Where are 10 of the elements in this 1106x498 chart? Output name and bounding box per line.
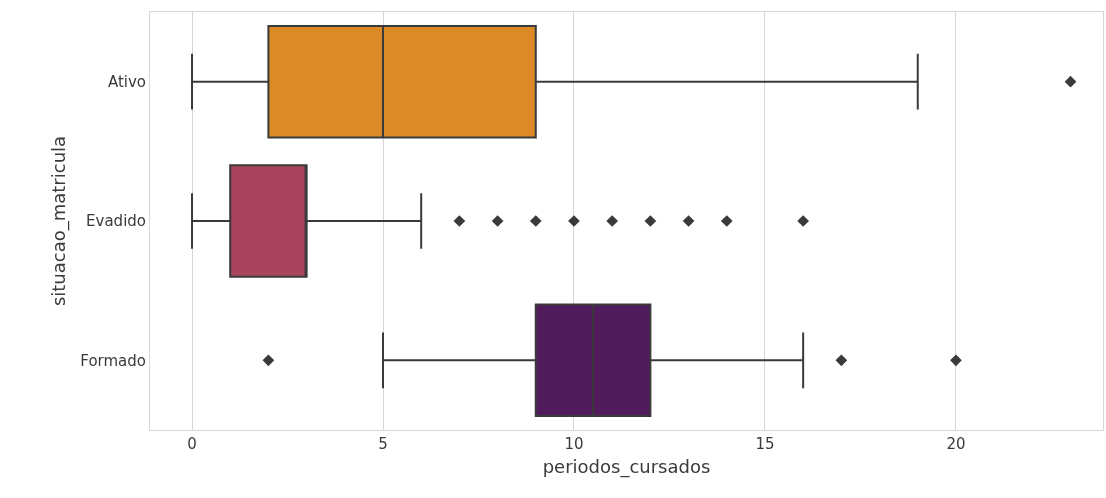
x-tick-label: 5 — [378, 435, 388, 453]
y-tick-label: Evadido — [86, 212, 146, 231]
y-tick-label: Formado — [80, 351, 146, 370]
x-tick-label: 20 — [946, 435, 966, 453]
x-tick-label: 0 — [187, 435, 197, 453]
x-tick-label: 10 — [564, 435, 584, 453]
x-axis-title: periodos_cursados — [542, 456, 711, 479]
x-tick-label: 15 — [755, 435, 775, 453]
y-tick-label: Ativo — [107, 72, 146, 91]
y-axis-title: situacao_matricula — [47, 135, 70, 307]
